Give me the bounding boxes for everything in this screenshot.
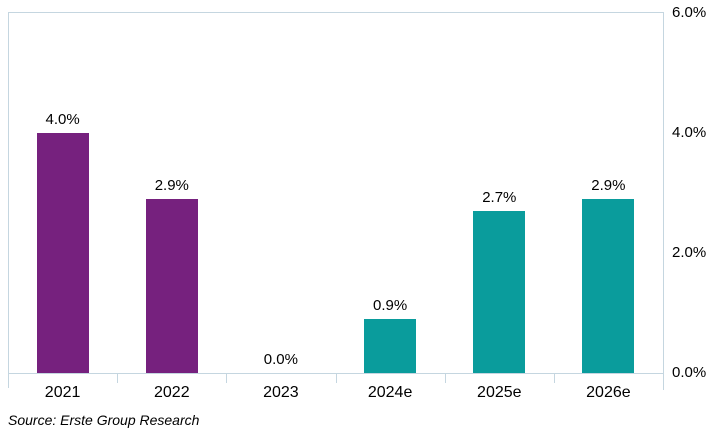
x-axis-tick (117, 373, 119, 383)
y-axis-label: 2.0% (672, 244, 707, 261)
x-axis-tick (444, 373, 446, 383)
y-axis-label: 0.0% (672, 364, 707, 381)
bar-2021 (36, 133, 89, 373)
y-axis-label: 4.0% (672, 124, 707, 141)
plot-border-right (663, 12, 664, 390)
bar-value-label: 4.0% (45, 111, 80, 128)
bar-value-label: 0.0% (263, 351, 298, 368)
source-caption: Source: Erste Group Research (8, 412, 200, 428)
bar-2022 (145, 199, 198, 373)
x-axis-category-label: 2024e (367, 384, 413, 401)
x-axis-tick (553, 373, 555, 383)
x-axis-tick (335, 373, 337, 383)
bar-value-label: 0.9% (372, 297, 408, 314)
bar-2024e (364, 319, 417, 373)
bar-2025e (473, 211, 526, 373)
bar-value-label: 2.7% (482, 189, 517, 206)
x-axis-category-label: 2026e (586, 384, 631, 401)
x-axis-tick (226, 373, 228, 383)
x-axis-category-label: 2021 (44, 384, 81, 401)
bar-value-label: 2.9% (154, 177, 189, 194)
plot-border-top (8, 12, 664, 13)
x-axis-category-label: 2023 (263, 384, 299, 401)
bar-value-label: 2.9% (591, 177, 626, 194)
plot-border-left (8, 12, 9, 388)
x-axis-category-label: 2022 (154, 384, 190, 401)
x-axis-category-label: 2025e (477, 384, 522, 401)
y-axis-label: 6.0% (672, 4, 707, 21)
bar-2026e (582, 199, 635, 373)
